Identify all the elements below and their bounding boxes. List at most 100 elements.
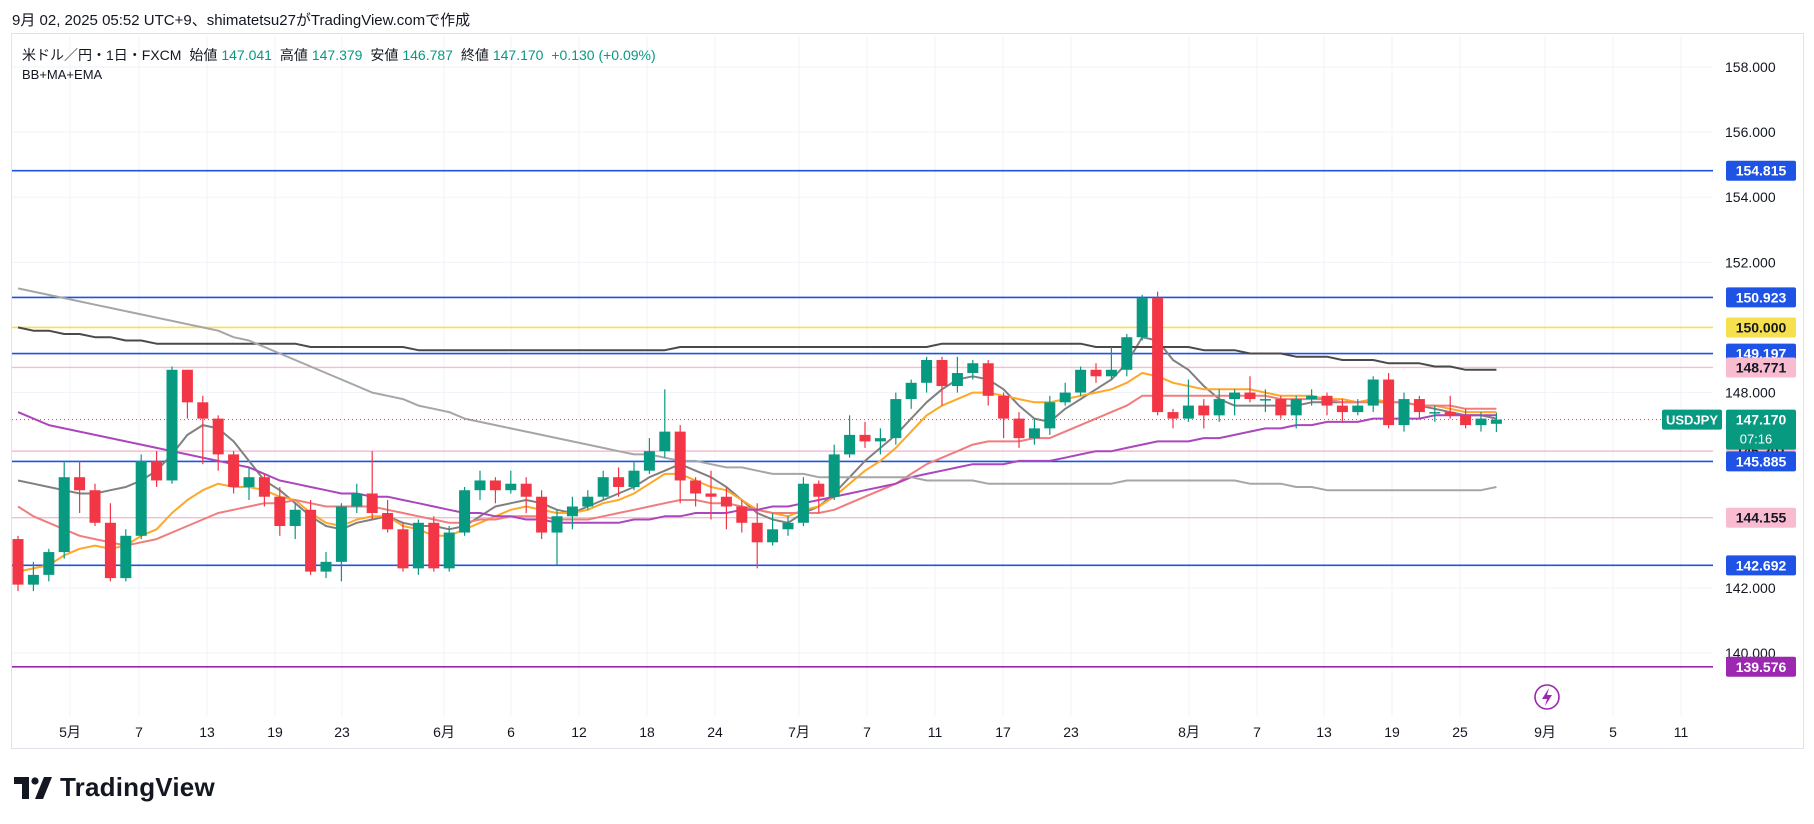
candle-body: [166, 369, 178, 481]
symbol-tag-box: [1662, 409, 1722, 430]
price-tag-box: [1726, 507, 1796, 528]
x-tick-label: 8月: [1178, 724, 1200, 740]
price-tags: 154.815150.923150.000149.197148.771146.2…: [1662, 160, 1796, 677]
candle-body: [1352, 405, 1364, 413]
candle-body: [1336, 405, 1348, 413]
candle-body: [197, 402, 209, 419]
candle-body: [859, 434, 871, 442]
tradingview-logo-icon: [14, 776, 52, 799]
x-tick-label: 17: [995, 724, 1011, 740]
candle-body: [89, 490, 101, 523]
candle-body: [351, 493, 363, 507]
countdown-label: 07:16: [1740, 432, 1773, 447]
candle-body: [659, 431, 671, 452]
price-tag-box: [1726, 287, 1796, 308]
candle-body: [551, 516, 563, 533]
x-tick-label: 6月: [433, 724, 455, 740]
indicator-label[interactable]: BB+MA+EMA: [22, 67, 103, 82]
candle-body: [397, 529, 409, 569]
y-tick-label: 148.000: [1725, 385, 1776, 401]
candle-body: [1136, 298, 1148, 338]
candle-body: [720, 496, 732, 507]
candle-body: [212, 418, 224, 455]
current-price-box: [1726, 409, 1796, 450]
candle-body: [1075, 369, 1087, 393]
candle-body: [982, 363, 994, 396]
open-value: 147.041: [221, 47, 272, 63]
candle-body: [489, 480, 501, 491]
candle-body: [828, 454, 840, 497]
candle-body: [628, 470, 640, 487]
candle-body: [1429, 412, 1441, 414]
candle-body: [751, 522, 763, 543]
candle-body: [890, 399, 902, 439]
candle-body: [243, 477, 255, 487]
price-tag-label: 145.885: [1736, 453, 1787, 469]
y-tick-label: 156.000: [1725, 124, 1776, 140]
candle-body: [1275, 399, 1287, 416]
candle-body: [1460, 415, 1472, 426]
close-value: 147.170: [492, 47, 544, 63]
candle-body: [1321, 395, 1333, 406]
brand[interactable]: TradingView: [14, 772, 215, 803]
price-tag-label: 142.692: [1736, 557, 1787, 573]
x-tick-label: 25: [1452, 724, 1468, 740]
candle-body: [181, 369, 193, 403]
candle-body: [797, 483, 809, 523]
candle-body: [643, 451, 655, 471]
candle-body: [274, 496, 286, 527]
x-tick-label: 7: [135, 724, 143, 740]
candle-body: [782, 522, 794, 530]
candle-body: [58, 477, 70, 553]
candle-body: [936, 360, 948, 387]
x-tick-label: 23: [1063, 724, 1079, 740]
x-tick-label: 11: [928, 724, 943, 740]
candle-body: [505, 483, 517, 491]
candle-body: [1259, 399, 1271, 401]
candle-body: [120, 535, 132, 579]
candle-body: [1152, 298, 1164, 413]
y-tick-label: 158.000: [1725, 59, 1776, 75]
price-chart[interactable]: 158.000 156.000 154.000 152.000 148.000 142.0…: [0, 0, 1814, 760]
candle-body: [1182, 405, 1194, 419]
x-tick-label: 5: [1609, 724, 1617, 740]
candle-body: [320, 561, 332, 572]
candle-body: [289, 509, 301, 527]
x-tick-label: 6: [507, 724, 515, 740]
candle-body: [151, 460, 163, 481]
candle-body: [951, 373, 963, 387]
candle-body: [1090, 369, 1102, 377]
price-tag-box: [1726, 451, 1796, 472]
candle-body: [613, 477, 625, 487]
candle-body: [228, 454, 240, 487]
candle-body: [305, 509, 317, 572]
x-tick-label: 11: [1674, 724, 1689, 740]
candle-body: [27, 574, 39, 585]
x-tick-label: 13: [1316, 724, 1332, 740]
x-tick-label: 12: [571, 724, 587, 740]
price-tag-box: [1726, 317, 1796, 338]
candle-body: [474, 480, 486, 491]
low-value: 146.787: [402, 47, 453, 63]
x-tick-label: 19: [1384, 724, 1400, 740]
brand-name: TradingView: [60, 772, 215, 802]
candle-body: [767, 529, 779, 543]
indicator-lines: [12, 287, 1713, 573]
candle-body: [1244, 392, 1256, 400]
candle-body: [258, 477, 270, 497]
y-tick-label: 154.000: [1725, 189, 1776, 205]
price-tag-label: 148.771: [1736, 359, 1787, 375]
candle-body: [998, 395, 1010, 419]
candle-body: [1044, 402, 1056, 429]
candle-body: [335, 506, 347, 562]
candle-body: [536, 496, 548, 533]
candle-body: [1105, 369, 1117, 377]
candle-body: [1028, 428, 1040, 439]
change-value: +0.130 (+0.09%): [551, 47, 656, 63]
x-tick-label: 23: [334, 724, 350, 740]
y-tick-label: 142.000: [1725, 580, 1776, 596]
lightning-icon[interactable]: [1534, 684, 1560, 710]
x-tick-label: 9月: [1534, 724, 1556, 740]
candle-body: [12, 539, 24, 585]
candle-body: [520, 483, 532, 497]
